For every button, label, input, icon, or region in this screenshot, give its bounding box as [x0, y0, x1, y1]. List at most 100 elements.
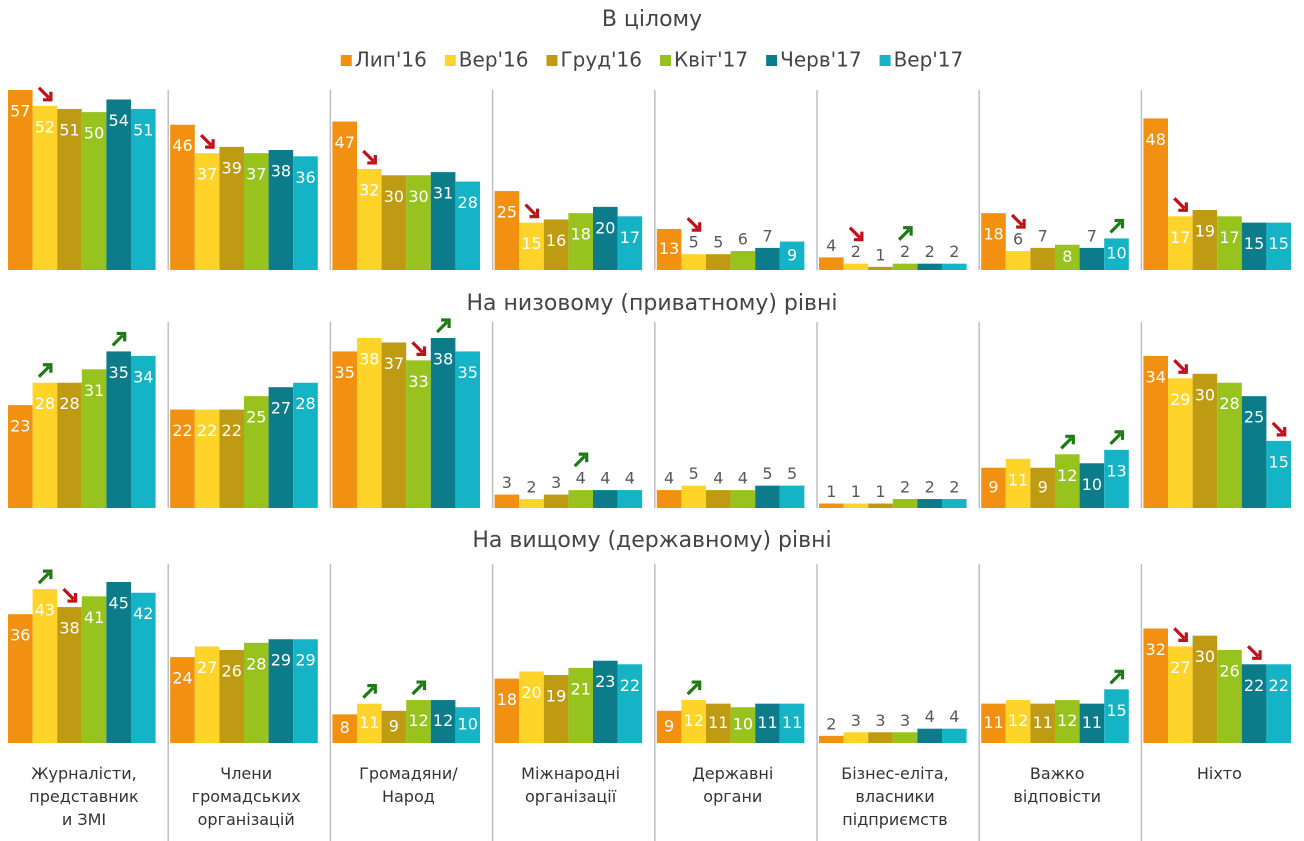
bar — [543, 675, 569, 743]
value-label: 17 — [1219, 228, 1239, 247]
value-label: 35 — [109, 363, 129, 382]
value-label: 15 — [521, 234, 541, 253]
bar — [32, 382, 58, 508]
bar — [1005, 700, 1031, 743]
change-arrow — [1010, 213, 1026, 229]
value-label: 7 — [1038, 226, 1048, 245]
bar — [942, 263, 967, 270]
change-arrow — [1246, 645, 1262, 660]
change-arrow — [1109, 430, 1125, 445]
bar — [1104, 238, 1129, 270]
value-label: 33 — [408, 372, 428, 391]
bar — [219, 146, 244, 270]
value-label: 26 — [1219, 661, 1239, 680]
bar — [1266, 440, 1291, 508]
bar — [617, 216, 643, 270]
value-label: 4 — [925, 707, 935, 726]
bar — [1266, 222, 1291, 270]
bar — [1055, 454, 1080, 508]
value-label: 23 — [595, 672, 615, 691]
bar — [170, 657, 195, 743]
bar — [1143, 355, 1168, 508]
value-label: 11 — [1008, 470, 1028, 489]
value-label: 4 — [576, 469, 586, 488]
bar — [681, 700, 706, 743]
bar — [131, 355, 156, 508]
bar — [706, 490, 731, 508]
value-label: 22 — [1244, 676, 1264, 695]
bar — [381, 710, 407, 743]
legend-label: Черв'17 — [780, 48, 861, 72]
legend-swatch — [444, 55, 456, 66]
value-label: 45 — [109, 594, 129, 613]
bar — [593, 206, 618, 270]
change-arrow — [37, 569, 53, 585]
value-label: 42 — [133, 604, 153, 623]
bar — [779, 241, 805, 270]
bar — [730, 251, 756, 270]
value-label: 19 — [546, 687, 566, 706]
bar — [357, 338, 382, 508]
bar — [244, 153, 269, 270]
bar — [543, 219, 569, 270]
bar — [357, 703, 382, 743]
bar — [519, 499, 544, 508]
bar — [494, 494, 520, 508]
bar — [656, 710, 682, 743]
value-label: 25 — [246, 408, 266, 427]
value-label: 48 — [1146, 130, 1166, 149]
value-label: 29 — [271, 651, 291, 670]
bar — [430, 700, 456, 743]
bar — [430, 172, 456, 270]
value-label: 12 — [1057, 711, 1077, 730]
value-label: 13 — [1106, 461, 1126, 480]
value-label: 6 — [738, 230, 748, 249]
value-label: 19 — [1195, 222, 1215, 241]
change-arrow — [37, 363, 53, 378]
bar — [593, 490, 618, 508]
value-label: 28 — [295, 394, 315, 413]
value-label: 51 — [59, 120, 79, 139]
value-label: 12 — [684, 711, 704, 730]
value-label: 47 — [335, 133, 355, 152]
bar — [942, 728, 967, 743]
value-label: 36 — [10, 626, 30, 645]
value-label: 54 — [109, 111, 129, 130]
value-label: 27 — [271, 399, 291, 418]
value-label: 26 — [222, 661, 242, 680]
legend-label: Груд'16 — [560, 48, 642, 72]
bar — [332, 121, 357, 270]
value-label: 15 — [1269, 452, 1289, 471]
bar — [1192, 210, 1218, 270]
change-arrow — [848, 226, 864, 242]
bar — [568, 490, 593, 508]
bar — [917, 499, 942, 508]
category-label: Бізнес-еліта, власники підприємств — [841, 764, 949, 829]
bar — [332, 351, 357, 508]
value-label: 2 — [851, 242, 861, 261]
panel-title: На низовому (приватному) рівні — [467, 291, 838, 316]
value-label: 5 — [689, 464, 699, 483]
bar — [819, 503, 844, 508]
value-label: 35 — [335, 363, 355, 382]
bar — [706, 703, 731, 743]
value-label: 31 — [433, 184, 453, 203]
bar — [1005, 251, 1031, 270]
panel-title: На вищому (державному) рівні — [472, 528, 831, 553]
bar — [1241, 664, 1267, 743]
bar — [1079, 463, 1105, 508]
bar — [1030, 467, 1055, 508]
bar — [1143, 118, 1168, 270]
value-label: 2 — [949, 242, 959, 261]
value-label: 38 — [433, 350, 453, 369]
change-arrow — [362, 149, 377, 165]
change-arrow — [686, 680, 702, 696]
bar — [1055, 700, 1080, 743]
value-label: 18 — [497, 690, 517, 709]
value-label: 11 — [757, 713, 777, 732]
bar — [656, 490, 682, 508]
bar — [81, 596, 107, 743]
bar — [843, 732, 869, 743]
value-label: 1 — [875, 482, 885, 501]
